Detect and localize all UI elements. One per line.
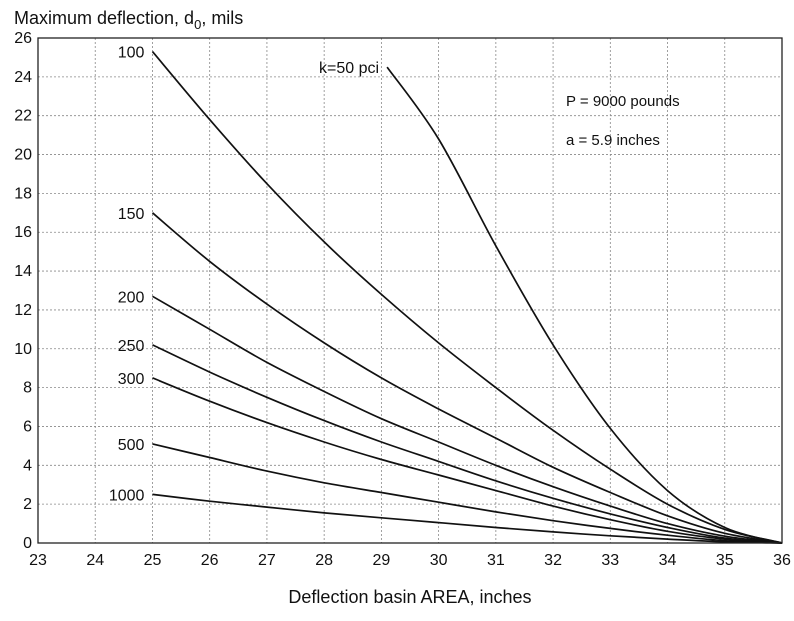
series-line — [152, 493, 783, 544]
y-tick-label: 2 — [23, 496, 32, 513]
x-tick-label: 26 — [201, 552, 219, 569]
series-labels: k=50 pci 100 150 200 250 300 500 1000 — [109, 45, 379, 505]
series-label: k=50 pci — [319, 60, 379, 77]
x-tick-label: 27 — [258, 552, 276, 569]
x-tick-label: 31 — [487, 552, 505, 569]
series-label: 200 — [118, 289, 145, 306]
series-line — [152, 443, 783, 544]
y-tick-label: 26 — [14, 30, 32, 47]
y-tick-label: 0 — [23, 535, 32, 552]
y-tick-label: 14 — [14, 263, 32, 280]
y-tick-label: 8 — [23, 380, 32, 397]
x-axis-title: Deflection basin AREA, inches — [288, 587, 531, 607]
y-tick-label: 20 — [14, 147, 32, 164]
x-tick-label: 34 — [659, 552, 677, 569]
annotation-radius: a = 5.9 inches — [566, 132, 660, 149]
y-tick-label: 12 — [14, 302, 32, 319]
x-tick-label: 25 — [144, 552, 162, 569]
x-tick-label: 33 — [601, 552, 619, 569]
series-label: 250 — [118, 338, 145, 355]
x-tick-label: 32 — [544, 552, 562, 569]
y-tick-label: 24 — [14, 69, 32, 86]
series-label: 500 — [118, 437, 145, 454]
y-axis-title-unit: , mils — [201, 8, 243, 28]
y-tick-label: 16 — [14, 224, 32, 241]
series-label: 150 — [118, 206, 145, 223]
series-line — [152, 344, 783, 544]
y-tick-label: 10 — [14, 341, 32, 358]
annotation-load: P = 9000 pounds — [566, 93, 680, 110]
plot-frame — [37, 37, 783, 544]
y-tick-label: 4 — [23, 457, 32, 474]
series-line — [386, 66, 783, 544]
x-tick-label: 24 — [86, 552, 104, 569]
y-tick-label: 22 — [14, 108, 32, 125]
x-tick-label: 28 — [315, 552, 333, 569]
y-axis-title: Maximum deflection, d0, mils — [14, 8, 243, 32]
y-axis-title-main: Maximum deflection, d — [14, 8, 194, 28]
y-tick-label: 18 — [14, 185, 32, 202]
y-tick-label: 6 — [23, 418, 32, 435]
series-label: 100 — [118, 45, 145, 62]
series-lines — [151, 51, 783, 544]
grid — [38, 38, 782, 543]
series-line — [152, 295, 783, 544]
x-tick-label: 36 — [773, 552, 791, 569]
series-line — [152, 377, 783, 544]
x-tick-label: 35 — [716, 552, 734, 569]
tick-labels: 23 24 25 26 27 28 29 30 31 32 33 34 35 36024681012141… — [14, 30, 791, 569]
y-axis-title-subscript: 0 — [194, 17, 201, 32]
x-tick-label: 30 — [430, 552, 448, 569]
x-tick-label: 23 — [29, 552, 47, 569]
x-tick-label: 29 — [372, 552, 390, 569]
series-label: 300 — [118, 371, 145, 388]
series-line — [151, 212, 783, 544]
series-line — [151, 51, 783, 544]
series-label: 1000 — [109, 487, 145, 504]
